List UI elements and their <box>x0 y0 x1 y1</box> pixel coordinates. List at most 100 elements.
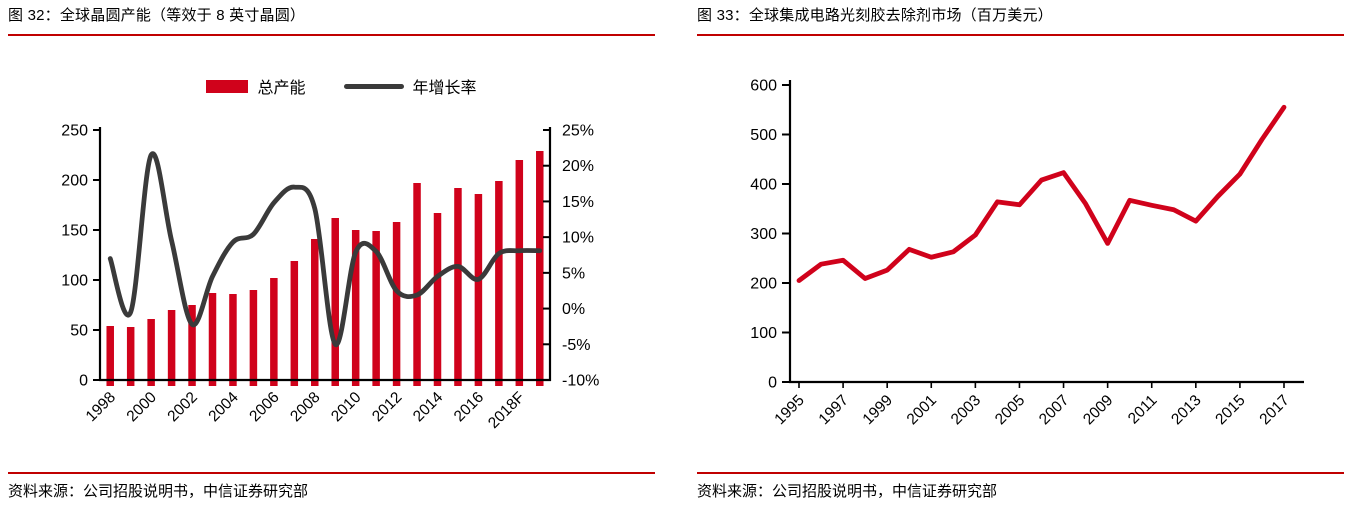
capacity-bar <box>311 239 319 386</box>
capacity-bar <box>249 290 258 386</box>
x-tick-label-group: 2014 <box>410 389 447 426</box>
x-tick-label-group: 2015 <box>1212 392 1248 428</box>
x-tick-label-group: 1995 <box>771 392 807 428</box>
figure-33-source-rule <box>697 472 1344 474</box>
left-axis-tick-label: 200 <box>61 173 88 190</box>
figure-33-title: 图 33：全球集成电路光刻胶去除剂市场（百万美元） <box>697 7 1053 24</box>
right-axis-tick-label: 15% <box>562 194 594 211</box>
x-tick-label-group: 2011 <box>1125 392 1161 428</box>
capacity-bar <box>208 293 217 386</box>
x-tick-label-group: 2003 <box>948 392 984 428</box>
x-axis-tick-label: 2016 <box>451 389 487 425</box>
left-axis-tick-label: 50 <box>70 323 88 340</box>
x-tick-label-group: 2018F <box>485 389 528 432</box>
x-tick-label-group: 2010 <box>328 389 365 426</box>
right-axis-tick-label: 20% <box>562 158 594 175</box>
x-axis-tick-label: 2011 <box>1125 392 1161 428</box>
x-axis-tick-label: 2002 <box>164 389 200 425</box>
capacity-bar <box>495 181 503 386</box>
x-axis-tick-label: 1995 <box>771 392 807 428</box>
market-value-line <box>796 104 1287 283</box>
capacity-bar <box>515 160 524 386</box>
x-axis-tick-label: 2008 <box>287 389 323 425</box>
right-axis-tick-label: -10% <box>562 373 599 390</box>
legend-label-total-capacity: 总产能 <box>257 80 306 97</box>
capacity-bar <box>413 183 421 386</box>
capacity-bar <box>392 222 401 386</box>
legend-label-growth-rate: 年增长率 <box>412 80 477 97</box>
x-axis-tick-label: 2014 <box>410 389 447 426</box>
right-axis-tick-label: 25% <box>562 123 594 140</box>
x-tick-label-group: 2002 <box>164 389 200 425</box>
x-tick-label-group: 2013 <box>1168 392 1204 428</box>
x-axis-tick-label: 2003 <box>948 392 984 428</box>
capacity-bar <box>188 305 196 386</box>
right-axis-tick-label: 10% <box>562 230 594 247</box>
x-tick-label-group: 2008 <box>287 389 323 425</box>
x-axis-tick-label: 1997 <box>816 392 852 428</box>
right-axis-tick-label: -5% <box>562 337 590 354</box>
capacity-bar <box>351 230 360 386</box>
figure-33-title-rule <box>697 34 1344 36</box>
y-axis-tick-label: 500 <box>750 127 777 144</box>
figure-33-source: 资料来源：公司招股说明书，中信证券研究部 <box>697 483 998 500</box>
x-tick-label-group: 2017 <box>1256 392 1292 428</box>
figure-32-panel: 图 32：全球晶圆产能（等效于 8 英寸晶圆） 总产能 年增长率 0 50 100 1… <box>0 7 683 500</box>
capacity-bar <box>106 326 114 386</box>
legend-item-growth-rate: 年增长率 <box>343 74 477 98</box>
x-axis-tick-label: 2013 <box>1168 392 1204 428</box>
x-tick-label-group: 2016 <box>451 389 487 425</box>
left-axis-tick-label: 0 <box>79 373 88 390</box>
wafer-capacity-chart: 0 50 100 150 200 250 -10% -5% 0% 5% 10% 15% 20% 25% 19… <box>61 123 599 432</box>
capacity-bar <box>454 188 462 386</box>
figure-33-panel: 图 33：全球集成电路光刻胶去除剂市场（百万美元） 0 100 200 300 400 5… <box>683 0 1366 509</box>
y-axis-tick-label: 600 <box>750 78 777 95</box>
x-axis-tick-label: 2004 <box>205 389 242 426</box>
figure-32-source: 资料来源：公司招股说明书，中信证券研究部 <box>8 483 309 500</box>
bar-series-swatch <box>206 79 249 93</box>
x-axis-tick-label: 2007 <box>1036 392 1072 428</box>
x-axis-tick-label: 2009 <box>1080 392 1116 428</box>
y-axis-tick-label: 200 <box>750 276 777 293</box>
x-tick-label-group: 2005 <box>992 392 1028 428</box>
x-tick-label-group: 2012 <box>369 389 405 425</box>
y-axis-tick-label: 400 <box>750 177 777 194</box>
x-tick-label-group: 2009 <box>1080 392 1116 428</box>
left-axis-tick-label: 100 <box>61 273 88 290</box>
x-axis-tick-label: 2018F <box>485 389 528 432</box>
x-axis-tick-label: 2015 <box>1212 392 1248 428</box>
x-tick-label-group: 1999 <box>860 392 896 428</box>
capacity-bar <box>331 218 339 386</box>
capacity-bar <box>270 278 278 386</box>
right-axis-tick-label: 5% <box>562 265 585 282</box>
x-axis-tick-label: 2006 <box>246 389 282 425</box>
figure-32-title-rule <box>8 34 655 36</box>
capacity-bar <box>290 261 299 386</box>
left-axis-tick-label: 150 <box>61 223 88 240</box>
figure-32-title: 图 32：全球晶圆产能（等效于 8 英寸晶圆） <box>8 7 306 24</box>
capacity-bar <box>474 194 483 386</box>
capacity-bar <box>167 310 176 386</box>
x-tick-label-group: 2007 <box>1036 392 1072 428</box>
y-axis-tick-label: 100 <box>750 325 777 342</box>
capacity-bar <box>126 327 135 386</box>
capacity-bar <box>372 231 380 386</box>
x-tick-label-group: 2006 <box>246 389 282 425</box>
x-axis-tick-label: 2000 <box>124 389 161 426</box>
x-tick-label-group: 2001 <box>904 392 940 428</box>
x-axis-tick-label: 2017 <box>1256 392 1292 428</box>
x-axis-tick-label: 2001 <box>904 392 940 428</box>
figure-32-source-rule <box>8 472 655 474</box>
x-tick-label-group: 1997 <box>816 392 852 428</box>
right-axis-tick-label: 0% <box>562 301 585 318</box>
y-axis-tick-label: 0 <box>768 375 777 392</box>
x-axis-tick-label: 2005 <box>992 392 1028 428</box>
x-tick-label-group: 1998 <box>83 389 119 425</box>
capacity-bar <box>147 319 155 386</box>
capacity-bar <box>433 213 442 386</box>
growth-rate-line <box>107 151 543 347</box>
figure-32-legend: 总产能 年增长率 <box>0 74 683 98</box>
x-axis-tick-label: 2012 <box>369 389 405 425</box>
